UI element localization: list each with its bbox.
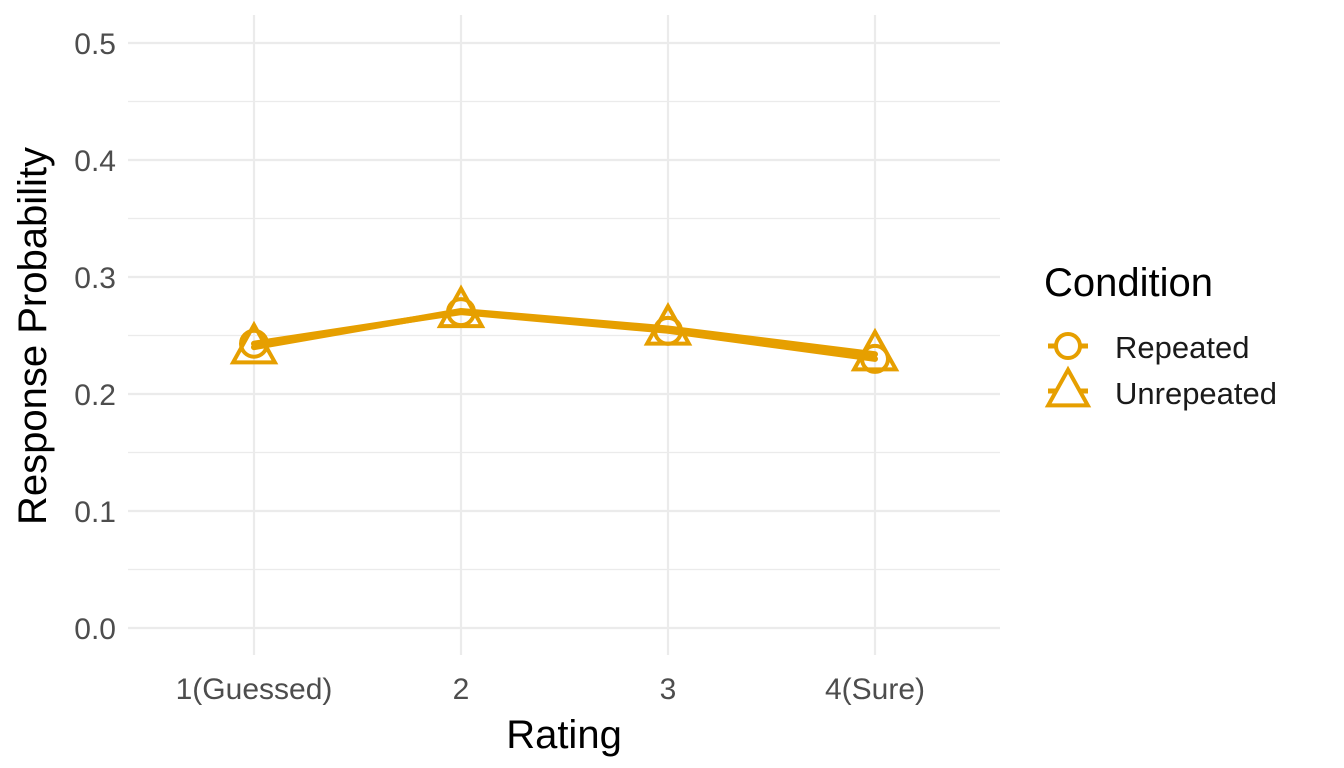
legend-key-circle — [1054, 332, 1082, 360]
y-axis-ticks: 0.0 0.1 0.2 0.3 0.4 0.5 — [74, 28, 116, 646]
x-tick-label: 4(Sure) — [825, 673, 925, 706]
y-tick-label: 0.1 — [74, 496, 116, 529]
legend-title: Condition — [1044, 261, 1213, 305]
y-tick-label: 0.5 — [74, 28, 116, 61]
marker-triangle-unrepeated — [229, 320, 279, 365]
y-tick-label: 0.2 — [74, 379, 116, 412]
x-tick-label: 2 — [453, 673, 470, 706]
legend: Condition Repeated Unrepeated — [1044, 261, 1277, 411]
y-tick-label: 0.3 — [74, 262, 116, 295]
marker-circle-repeated — [239, 328, 269, 359]
marker-triangle-unrepeated — [643, 301, 693, 346]
y-tick-label: 0.4 — [74, 145, 116, 178]
x-tick-label: 1(Guessed) — [176, 673, 333, 706]
y-axis-title: Response Probability — [11, 147, 55, 525]
marker-triangle-unrepeated — [850, 327, 900, 372]
marker-triangle-unrepeated — [436, 284, 486, 329]
legend-label-unrepeated: Unrepeated — [1115, 376, 1277, 411]
series-line-unrepeated — [251, 307, 878, 358]
y-tick-label: 0.0 — [74, 613, 116, 646]
x-tick-label: 3 — [660, 673, 677, 706]
legend-key-triangle — [1044, 365, 1092, 408]
series-layer — [229, 284, 900, 374]
x-axis-ticks: 1(Guessed) 2 3 4(Sure) — [176, 673, 925, 706]
legend-label-repeated: Repeated — [1115, 330, 1249, 365]
legend-keys — [1044, 332, 1092, 408]
grid — [128, 15, 1000, 655]
x-axis-title: Rating — [506, 713, 622, 757]
